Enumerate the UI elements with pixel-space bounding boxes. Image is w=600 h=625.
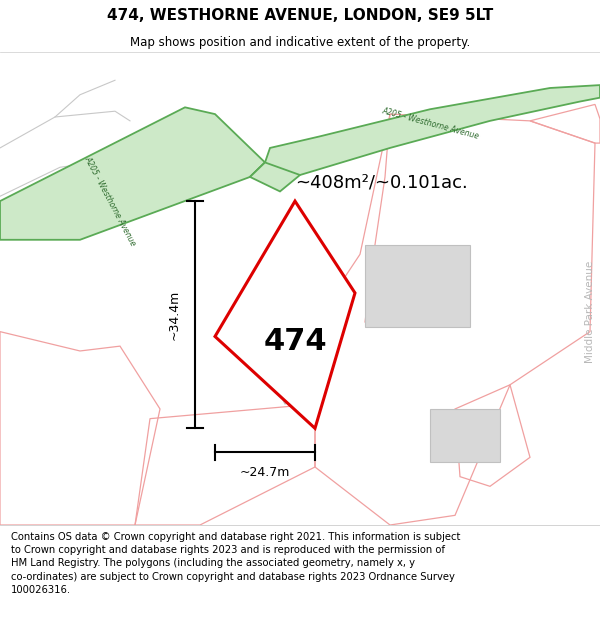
Polygon shape: [365, 244, 470, 327]
Polygon shape: [262, 336, 325, 404]
Text: 474, WESTHORNE AVENUE, LONDON, SE9 5LT: 474, WESTHORNE AVENUE, LONDON, SE9 5LT: [107, 8, 493, 23]
Text: A205 - Westhorne Avenue: A205 - Westhorne Avenue: [82, 155, 137, 248]
Polygon shape: [250, 85, 600, 177]
Text: Contains OS data © Crown copyright and database right 2021. This information is : Contains OS data © Crown copyright and d…: [11, 532, 460, 595]
Point: [0, 49, 4, 56]
Text: A205 - Westhorne Avenue: A205 - Westhorne Avenue: [380, 106, 479, 141]
Polygon shape: [250, 162, 300, 191]
Text: ~408m²/~0.101ac.: ~408m²/~0.101ac.: [295, 174, 468, 191]
Text: Map shows position and indicative extent of the property.: Map shows position and indicative extent…: [130, 36, 470, 49]
Polygon shape: [430, 409, 500, 462]
Text: ~34.4m: ~34.4m: [168, 289, 181, 340]
Text: Middle Park Avenue: Middle Park Avenue: [585, 261, 595, 363]
Polygon shape: [215, 201, 355, 428]
Polygon shape: [0, 107, 265, 240]
Text: 474: 474: [263, 327, 327, 356]
Text: ~24.7m: ~24.7m: [240, 466, 290, 479]
Point: [0, 49, 5, 56]
